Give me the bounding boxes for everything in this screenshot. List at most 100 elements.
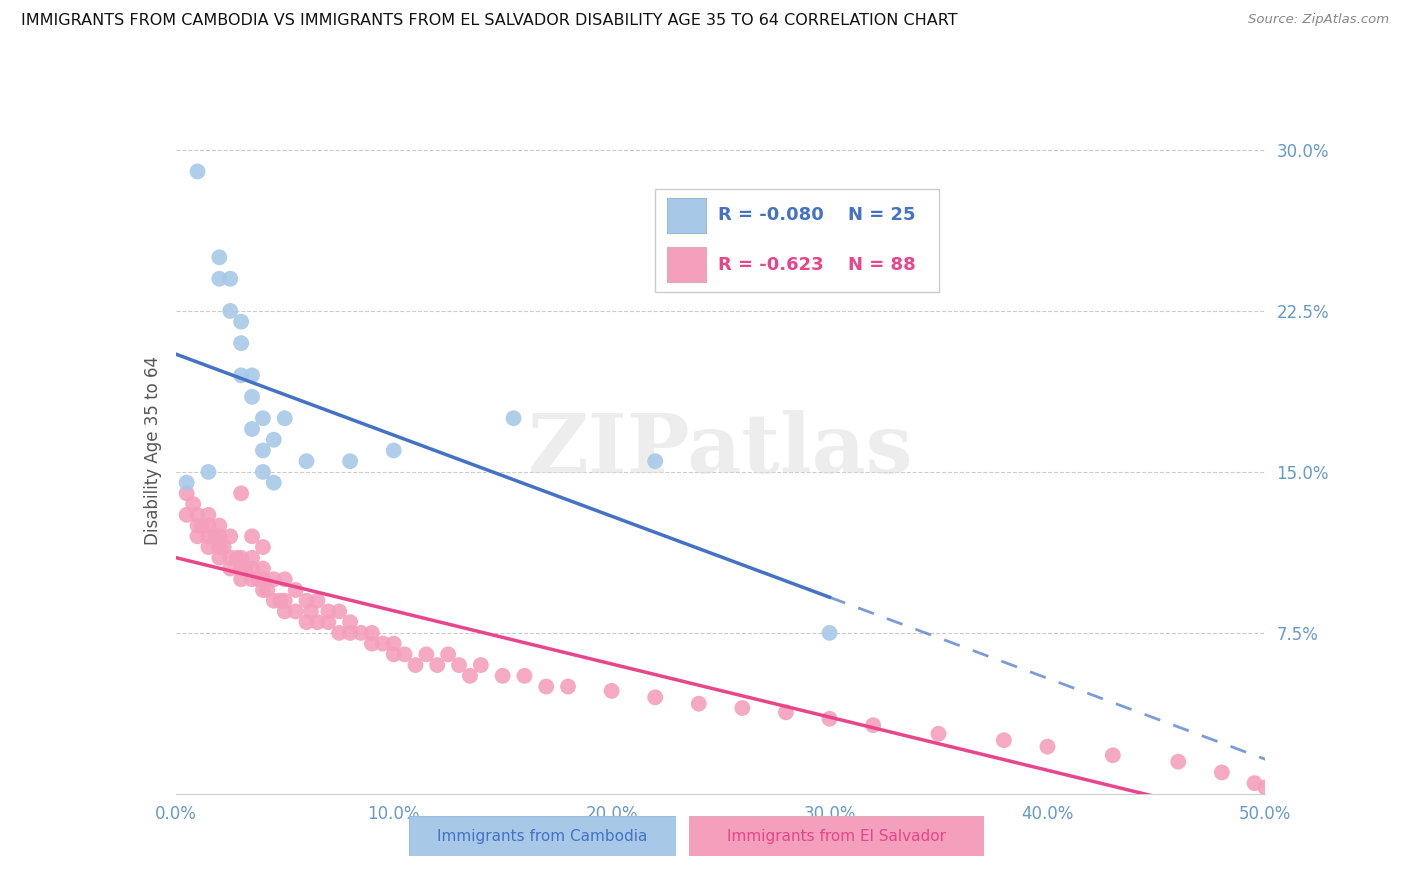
- Y-axis label: Disability Age 35 to 64: Disability Age 35 to 64: [143, 356, 162, 545]
- Point: [928, 727, 950, 741]
- Point: [231, 572, 253, 586]
- Point: [318, 604, 340, 618]
- Point: [274, 572, 297, 586]
- Point: [394, 648, 416, 662]
- FancyBboxPatch shape: [409, 816, 676, 856]
- Text: Source: ZipAtlas.com: Source: ZipAtlas.com: [1249, 13, 1389, 27]
- Point: [263, 475, 285, 490]
- Point: [295, 615, 318, 630]
- Point: [263, 593, 285, 607]
- Point: [240, 368, 263, 383]
- Point: [688, 697, 710, 711]
- Point: [339, 626, 361, 640]
- Point: [284, 604, 307, 618]
- Point: [197, 529, 219, 543]
- FancyBboxPatch shape: [689, 816, 984, 856]
- Point: [492, 669, 515, 683]
- Point: [1211, 765, 1233, 780]
- Point: [339, 615, 361, 630]
- Point: [208, 540, 231, 554]
- Point: [415, 648, 437, 662]
- Point: [256, 582, 278, 597]
- Point: [1243, 776, 1265, 790]
- Point: [502, 411, 524, 425]
- Point: [235, 561, 257, 575]
- Point: [208, 271, 231, 285]
- Point: [231, 486, 253, 500]
- Point: [644, 454, 666, 468]
- Point: [295, 454, 318, 468]
- Point: [263, 572, 285, 586]
- Point: [328, 604, 350, 618]
- Point: [240, 422, 263, 436]
- Point: [197, 518, 219, 533]
- FancyBboxPatch shape: [666, 198, 706, 233]
- FancyBboxPatch shape: [655, 189, 939, 293]
- Point: [1167, 755, 1189, 769]
- FancyBboxPatch shape: [666, 247, 706, 282]
- Text: Immigrants from El Salvador: Immigrants from El Salvador: [727, 829, 946, 844]
- Point: [731, 701, 754, 715]
- Point: [818, 712, 841, 726]
- Point: [269, 593, 291, 607]
- Point: [240, 561, 263, 575]
- Point: [208, 250, 231, 264]
- Point: [1102, 748, 1125, 763]
- Point: [447, 658, 470, 673]
- Text: ZIPatlas: ZIPatlas: [527, 410, 914, 491]
- Text: R = -0.080: R = -0.080: [717, 206, 824, 224]
- Point: [247, 572, 270, 586]
- Point: [240, 550, 263, 565]
- Point: [208, 550, 231, 565]
- Point: [513, 669, 536, 683]
- Point: [186, 518, 209, 533]
- Point: [328, 626, 350, 640]
- Point: [186, 508, 209, 522]
- Point: [191, 518, 214, 533]
- Text: R = -0.623: R = -0.623: [717, 256, 823, 274]
- Point: [295, 593, 318, 607]
- Text: Immigrants from Cambodia: Immigrants from Cambodia: [437, 829, 648, 844]
- Point: [212, 540, 235, 554]
- Point: [534, 680, 557, 694]
- Point: [1254, 780, 1277, 795]
- Point: [231, 561, 253, 575]
- Point: [360, 637, 382, 651]
- Point: [240, 529, 263, 543]
- Point: [470, 658, 492, 673]
- Point: [382, 637, 405, 651]
- Point: [274, 411, 297, 425]
- Point: [176, 475, 198, 490]
- Point: [231, 550, 253, 565]
- Point: [382, 443, 405, 458]
- Point: [862, 718, 884, 732]
- Point: [307, 615, 329, 630]
- Point: [339, 454, 361, 468]
- Point: [231, 315, 253, 329]
- Point: [197, 508, 219, 522]
- Text: IMMIGRANTS FROM CAMBODIA VS IMMIGRANTS FROM EL SALVADOR DISABILITY AGE 35 TO 64 : IMMIGRANTS FROM CAMBODIA VS IMMIGRANTS F…: [21, 13, 957, 29]
- Point: [208, 518, 231, 533]
- Point: [219, 304, 242, 318]
- Point: [1036, 739, 1059, 754]
- Point: [219, 529, 242, 543]
- Point: [274, 593, 297, 607]
- Point: [307, 593, 329, 607]
- Point: [993, 733, 1015, 747]
- Point: [252, 540, 274, 554]
- Point: [219, 561, 242, 575]
- Point: [240, 390, 263, 404]
- Point: [219, 271, 242, 285]
- Point: [600, 683, 623, 698]
- Text: N = 25: N = 25: [848, 206, 915, 224]
- Point: [176, 508, 198, 522]
- Point: [231, 368, 253, 383]
- Point: [252, 443, 274, 458]
- Point: [437, 648, 460, 662]
- Point: [284, 582, 307, 597]
- Point: [426, 658, 449, 673]
- Point: [252, 411, 274, 425]
- Point: [775, 706, 797, 720]
- Text: N = 88: N = 88: [848, 256, 915, 274]
- Point: [557, 680, 579, 694]
